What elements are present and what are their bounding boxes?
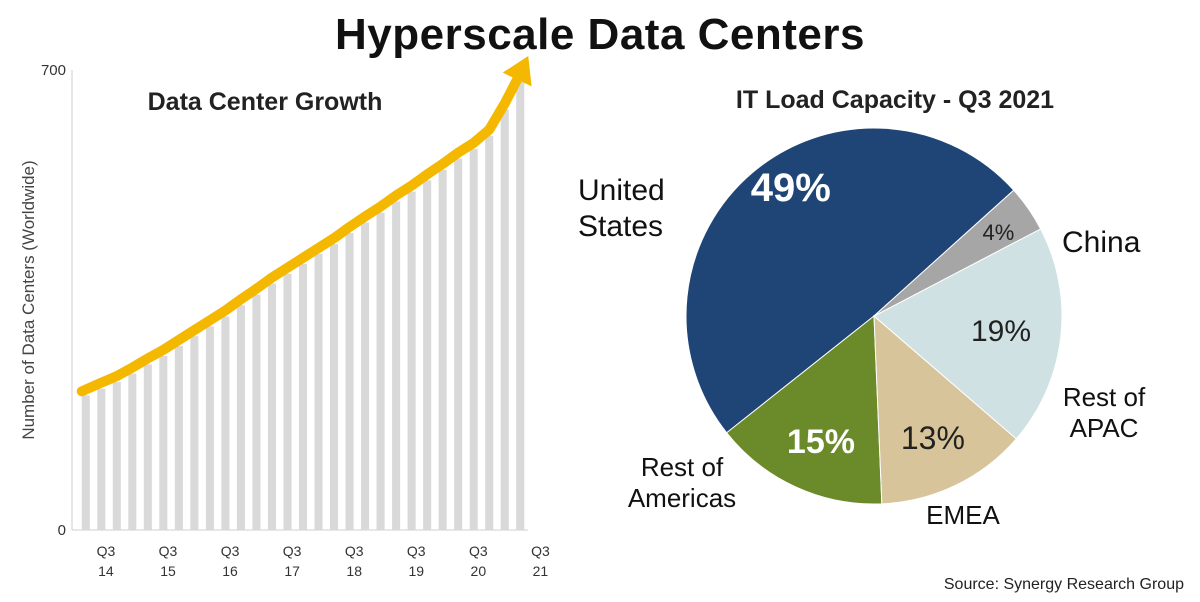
x-tick-label: 14 xyxy=(98,563,114,579)
x-tick-label: Q3 xyxy=(97,543,116,559)
bar xyxy=(485,135,494,530)
bar xyxy=(221,316,230,530)
x-tick-label: 17 xyxy=(284,563,300,579)
bar xyxy=(190,336,199,530)
page-title: Hyperscale Data Centers xyxy=(335,10,865,59)
bar xyxy=(267,283,276,530)
bar xyxy=(376,212,385,530)
bar xyxy=(438,169,447,530)
x-tick-label: Q3 xyxy=(221,543,240,559)
pie-value-label: 15% xyxy=(787,423,855,461)
bar xyxy=(423,180,432,530)
bar xyxy=(345,232,354,530)
bar xyxy=(469,148,478,530)
bar-chart-title: Data Center Growth xyxy=(148,88,383,116)
pie-value-label: 4% xyxy=(983,220,1015,245)
x-tick-label: 18 xyxy=(346,563,362,579)
x-tick-label: Q3 xyxy=(531,543,550,559)
x-tick-label: Q3 xyxy=(345,543,364,559)
x-tick-label: 15 xyxy=(160,563,176,579)
bar xyxy=(174,346,183,530)
pie-slice-china xyxy=(725,314,883,505)
pie-slice-rest-of-americas xyxy=(873,189,1042,317)
pie-category-label: APAC xyxy=(1070,413,1139,443)
bar xyxy=(205,326,214,530)
bar xyxy=(500,109,509,530)
pie-category-label: States xyxy=(578,210,663,243)
bar xyxy=(252,294,261,530)
pie-chart-title: IT Load Capacity - Q3 2021 xyxy=(736,86,1054,114)
pie-value-label: 13% xyxy=(901,420,965,456)
bar xyxy=(516,70,525,530)
x-tick-label: 16 xyxy=(222,563,238,579)
pie-category-label: United xyxy=(578,174,665,207)
bar-chart: 0 700 Number of Data Centers (Worldwide) Da… xyxy=(19,56,550,579)
bar xyxy=(314,254,323,530)
pie-value-label: 49% xyxy=(751,166,831,210)
pie-slice-united-states xyxy=(685,127,1015,434)
pie-category-label: Rest of xyxy=(1063,382,1146,412)
source-note: Source: Synergy Research Group xyxy=(943,576,1184,593)
bar xyxy=(143,364,152,530)
pie-category-label: Americas xyxy=(628,483,736,513)
growth-arrow-head xyxy=(502,56,532,87)
bar xyxy=(361,222,370,530)
x-tick-label: 21 xyxy=(533,563,549,579)
pie-value-label: 19% xyxy=(971,315,1031,348)
bar xyxy=(159,355,168,530)
bar xyxy=(407,191,416,531)
x-tick-label: Q3 xyxy=(159,543,178,559)
pie-category-label: China xyxy=(1062,226,1141,259)
bar xyxy=(392,201,401,530)
bar xyxy=(128,373,137,530)
bar xyxy=(283,273,292,530)
growth-arrow xyxy=(76,74,523,397)
x-tick-label: 20 xyxy=(471,563,487,579)
x-tick-label: 19 xyxy=(408,563,424,579)
y-tick-label: 0 xyxy=(58,522,66,539)
bar xyxy=(298,263,308,530)
pie-category-label: Rest of xyxy=(641,452,724,482)
x-tick-label: Q3 xyxy=(283,543,302,559)
bar xyxy=(112,382,121,530)
y-tick-label: 700 xyxy=(41,62,66,79)
x-tick-label: Q3 xyxy=(407,543,426,559)
bar xyxy=(330,244,339,530)
bar xyxy=(97,388,106,530)
y-axis-label: Number of Data Centers (Worldwide) xyxy=(19,160,38,439)
pie-slice-emea xyxy=(873,228,1063,440)
bar xyxy=(236,305,245,530)
x-tick-label: Q3 xyxy=(469,543,488,559)
pie-slice-rest-of-apac xyxy=(873,314,1018,505)
bar xyxy=(81,395,90,530)
pie-category-label: EMEA xyxy=(926,500,1000,530)
bar xyxy=(454,158,463,530)
